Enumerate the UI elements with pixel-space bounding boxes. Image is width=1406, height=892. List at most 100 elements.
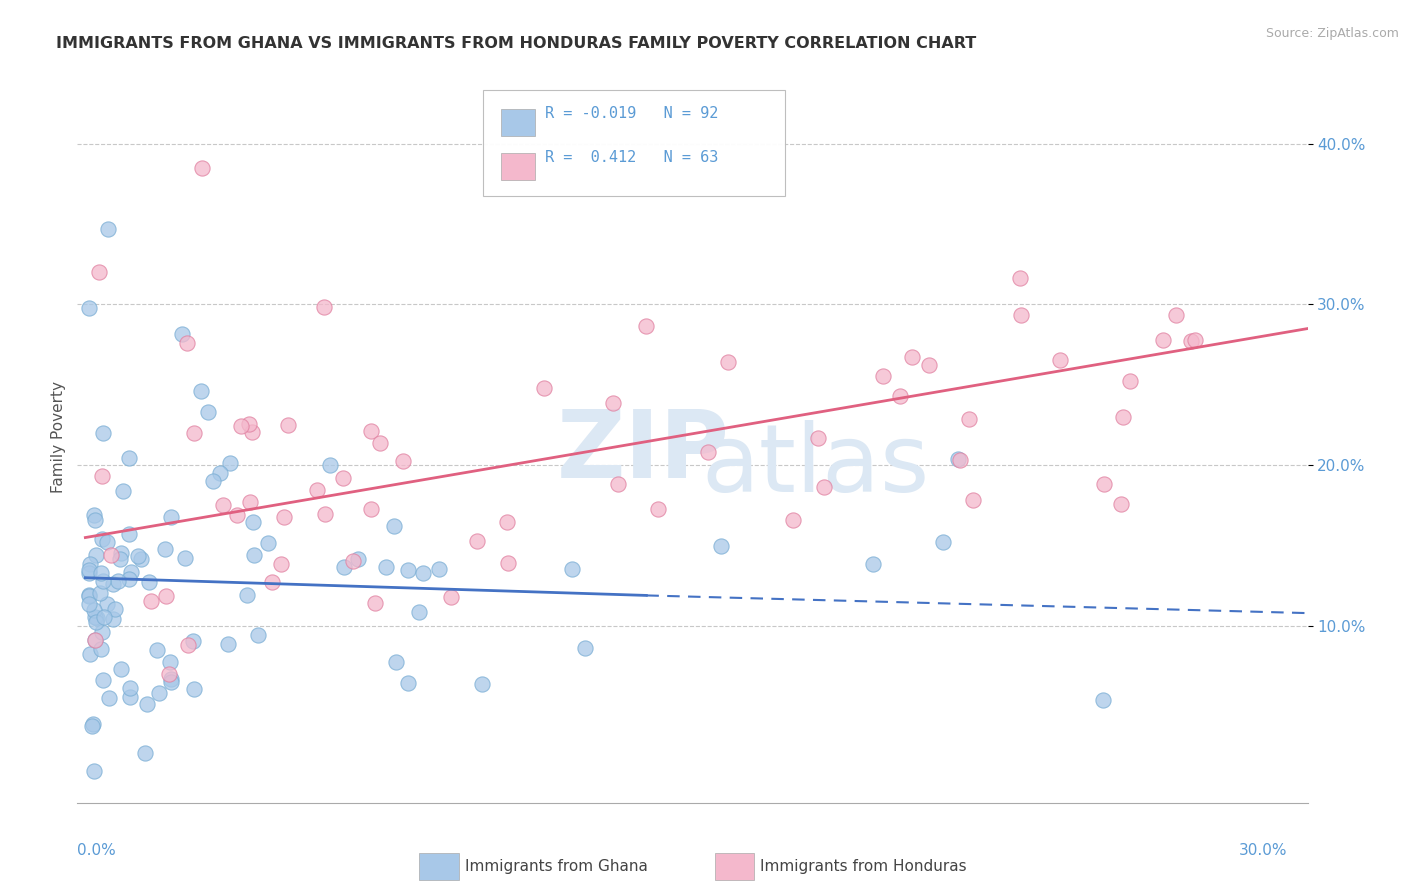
Point <box>89 586 111 600</box>
Text: R = -0.019   N = 92: R = -0.019 N = 92 <box>546 106 718 121</box>
Point <box>89 265 111 279</box>
Point <box>84 513 107 527</box>
Point <box>174 550 197 565</box>
Point <box>91 625 114 640</box>
FancyBboxPatch shape <box>714 854 754 880</box>
Point <box>561 562 583 576</box>
Point <box>93 610 115 624</box>
Text: IMMIGRANTS FROM GHANA VS IMMIGRANTS FROM HONDURAS FAMILY POVERTY CORRELATION CHA: IMMIGRANTS FROM GHANA VS IMMIGRANTS FROM… <box>56 36 977 51</box>
Point <box>717 355 740 369</box>
Point <box>634 319 657 334</box>
Text: Immigrants from Honduras: Immigrants from Honduras <box>761 859 967 874</box>
Point <box>240 425 263 439</box>
Point <box>159 655 181 669</box>
Point <box>813 480 835 494</box>
Point <box>217 637 239 651</box>
Point <box>83 603 105 617</box>
Point <box>79 558 101 572</box>
Point <box>120 565 142 579</box>
Point <box>84 548 107 562</box>
Point <box>1010 308 1032 322</box>
Point <box>305 483 328 497</box>
Point <box>91 469 114 483</box>
Point <box>231 418 253 433</box>
Point <box>177 638 200 652</box>
Point <box>98 691 121 706</box>
Point <box>183 682 205 697</box>
Point <box>96 597 118 611</box>
Point <box>533 381 555 395</box>
Text: 30.0%: 30.0% <box>1239 843 1288 858</box>
Point <box>139 594 162 608</box>
Point <box>110 662 132 676</box>
Point <box>91 574 114 588</box>
Y-axis label: Family Poverty: Family Poverty <box>51 381 66 493</box>
Point <box>183 634 205 648</box>
Point <box>440 591 463 605</box>
Point <box>465 533 488 548</box>
Text: R =  0.412   N = 63: R = 0.412 N = 63 <box>546 150 718 165</box>
Point <box>79 563 101 577</box>
Point <box>1008 270 1031 285</box>
Point <box>79 648 101 662</box>
Point <box>90 532 112 546</box>
Point <box>153 541 176 556</box>
Point <box>782 513 804 527</box>
Point <box>270 558 292 572</box>
Point <box>146 643 169 657</box>
Point <box>962 492 984 507</box>
Point <box>108 551 131 566</box>
Point <box>392 454 415 468</box>
Point <box>79 589 101 603</box>
Point <box>273 510 295 524</box>
Point <box>118 690 141 704</box>
Point <box>84 615 107 629</box>
Point <box>363 596 385 610</box>
Point <box>202 474 225 488</box>
Point <box>91 425 114 440</box>
Point <box>312 300 335 314</box>
Point <box>97 222 120 236</box>
Point <box>862 558 884 572</box>
Point <box>129 552 152 566</box>
Point <box>138 575 160 590</box>
Point <box>79 566 101 581</box>
Point <box>83 508 105 522</box>
Point <box>1111 497 1133 511</box>
Point <box>120 681 142 696</box>
Point <box>606 477 628 491</box>
Point <box>160 510 183 524</box>
Point <box>872 369 894 384</box>
Point <box>101 612 124 626</box>
Point <box>100 549 122 563</box>
Point <box>333 560 356 574</box>
Point <box>191 161 214 175</box>
Point <box>957 411 980 425</box>
Point <box>84 609 107 624</box>
Point <box>382 519 405 533</box>
Point <box>79 597 101 611</box>
Point <box>197 405 219 419</box>
Point <box>314 507 336 521</box>
Point <box>160 672 183 686</box>
Point <box>1049 352 1071 367</box>
Point <box>602 396 624 410</box>
Point <box>574 640 596 655</box>
Point <box>107 574 129 588</box>
Point <box>136 697 159 711</box>
FancyBboxPatch shape <box>501 109 536 136</box>
Point <box>91 673 114 687</box>
Point <box>127 549 149 563</box>
Point <box>148 686 170 700</box>
Point <box>90 566 112 580</box>
Point <box>398 563 420 577</box>
Point <box>496 515 519 529</box>
Point <box>247 628 270 642</box>
Text: atlas: atlas <box>702 420 929 512</box>
FancyBboxPatch shape <box>484 90 785 195</box>
Point <box>346 552 368 566</box>
Point <box>117 572 139 586</box>
Point <box>134 746 156 760</box>
Point <box>243 548 266 562</box>
Point <box>83 764 105 778</box>
